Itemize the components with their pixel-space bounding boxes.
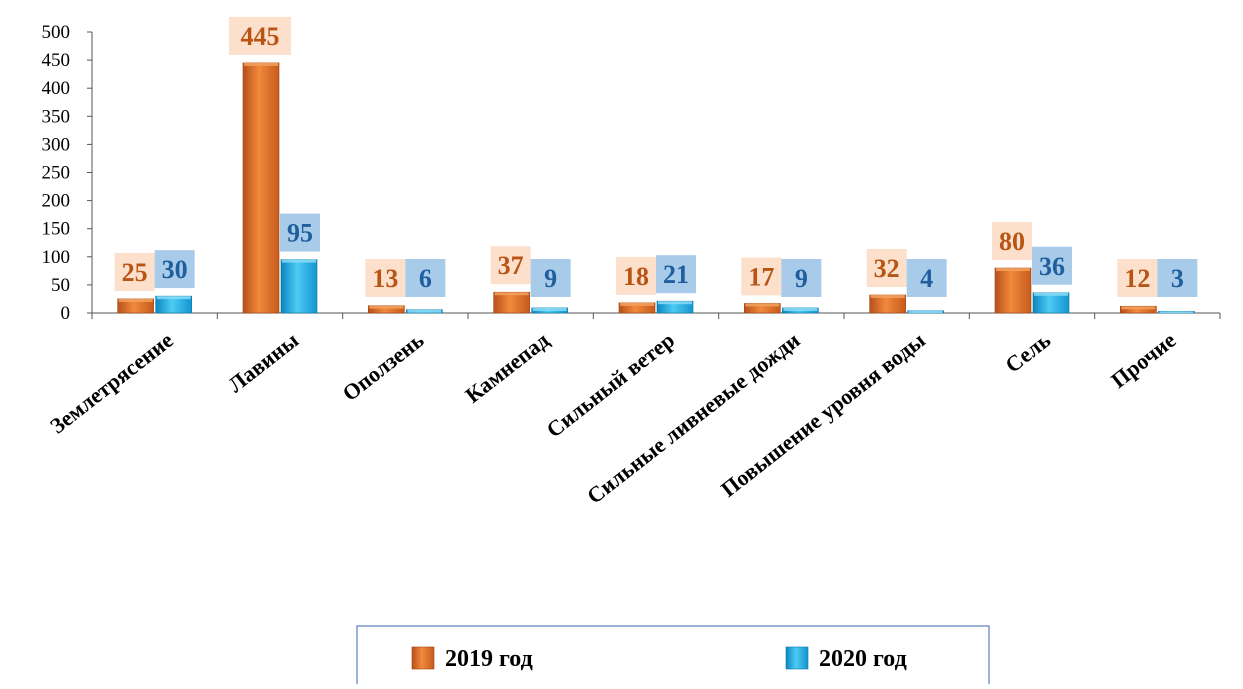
data-label-background <box>906 259 947 297</box>
data-label: 32 <box>874 254 900 283</box>
bar-highlight <box>282 259 316 263</box>
bar-highlight <box>1121 306 1156 310</box>
bar-highlight <box>745 303 780 307</box>
bars <box>117 62 1195 314</box>
bar-highlight <box>156 296 191 300</box>
y-tick-label: 0 <box>61 303 71 324</box>
data-label: 4 <box>920 264 933 293</box>
data-label: 3 <box>1171 264 1184 293</box>
y-tick-label: 300 <box>42 134 71 155</box>
x-tick-label: Камнепад <box>460 327 553 408</box>
data-label-background <box>280 213 320 252</box>
bar-highlight <box>996 268 1030 272</box>
data-label: 18 <box>623 262 649 291</box>
data-label: 13 <box>372 264 398 293</box>
y-tick-label: 500 <box>42 22 71 43</box>
legend-swatch <box>411 646 435 670</box>
x-tick-label: Сель <box>1000 327 1055 378</box>
data-label-background <box>530 259 571 297</box>
data-label: 12 <box>1124 264 1150 293</box>
bar <box>994 267 1032 314</box>
legend-box <box>356 625 990 689</box>
y-tick-label: 400 <box>42 78 71 99</box>
data-label-background <box>616 256 656 295</box>
legend-swatch <box>785 646 809 670</box>
data-label: 21 <box>663 260 689 289</box>
data-label: 9 <box>795 264 808 293</box>
bar-highlight <box>494 292 529 296</box>
bar-highlight <box>407 309 442 313</box>
bar-highlight <box>870 295 905 299</box>
y-tick-label: 150 <box>42 219 71 240</box>
data-label-background <box>490 246 531 285</box>
data-label-background <box>866 249 907 288</box>
data-label: 17 <box>748 262 774 291</box>
bar <box>1032 292 1070 314</box>
data-labels: 25 445 13 37 18 17 32 80 12 30 95 6 9 21 9 4 36 3 <box>114 16 1198 297</box>
x-tick-label: Оползень <box>338 327 429 406</box>
bar-highlight <box>1034 292 1068 296</box>
data-label-background <box>656 255 696 294</box>
bar-highlight <box>620 302 654 306</box>
data-label-background <box>1032 246 1072 285</box>
y-tick-label: 200 <box>42 191 71 212</box>
x-tick-label: Сильный ветер <box>542 327 680 442</box>
data-label-background <box>365 259 406 297</box>
y-tick-label: 50 <box>51 275 70 296</box>
x-tick-label: Лавины <box>223 327 303 397</box>
data-label-background <box>741 257 782 296</box>
data-label: 95 <box>287 219 313 248</box>
bar-highlight <box>783 307 818 311</box>
bar-highlight <box>118 298 153 302</box>
data-label-background <box>405 259 446 297</box>
data-label: 6 <box>419 264 432 293</box>
bar-highlight <box>658 301 692 305</box>
data-label: 25 <box>122 258 148 287</box>
bar <box>242 62 280 314</box>
data-label-background <box>781 259 822 297</box>
data-label-background <box>1157 259 1198 297</box>
data-label: 37 <box>498 251 524 280</box>
y-tick-label: 350 <box>42 106 71 127</box>
data-label-background <box>229 16 291 55</box>
legend-label: 2020 год <box>819 646 907 672</box>
data-label: 30 <box>162 255 188 284</box>
y-tick-label: 100 <box>42 247 71 268</box>
data-label-background <box>992 222 1032 261</box>
data-label: 80 <box>999 227 1025 256</box>
data-label-background <box>1117 259 1158 297</box>
bar-highlight <box>908 310 943 313</box>
data-label-background <box>154 250 195 289</box>
data-label-background <box>114 252 155 291</box>
bar <box>280 259 318 314</box>
bar-highlight <box>1159 311 1194 313</box>
bar-highlight <box>369 305 404 309</box>
legend: 2019 год 2020 год <box>356 625 990 689</box>
x-tick-label: Повышение уровня воды <box>716 327 930 502</box>
data-label: 445 <box>241 22 280 51</box>
x-tick-label: Землетрясение <box>45 327 178 438</box>
bar <box>493 291 530 314</box>
x-tick-label: Прочие <box>1106 327 1180 393</box>
y-tick-label: 250 <box>42 163 71 184</box>
y-tick-label: 450 <box>42 50 71 71</box>
data-label: 36 <box>1039 252 1065 281</box>
data-label: 9 <box>544 264 557 293</box>
legend-label: 2019 год <box>445 646 533 672</box>
bar-highlight <box>532 307 567 311</box>
x-tick-label: Сильные ливневые дожди <box>582 327 805 509</box>
bar-highlight <box>244 62 278 66</box>
